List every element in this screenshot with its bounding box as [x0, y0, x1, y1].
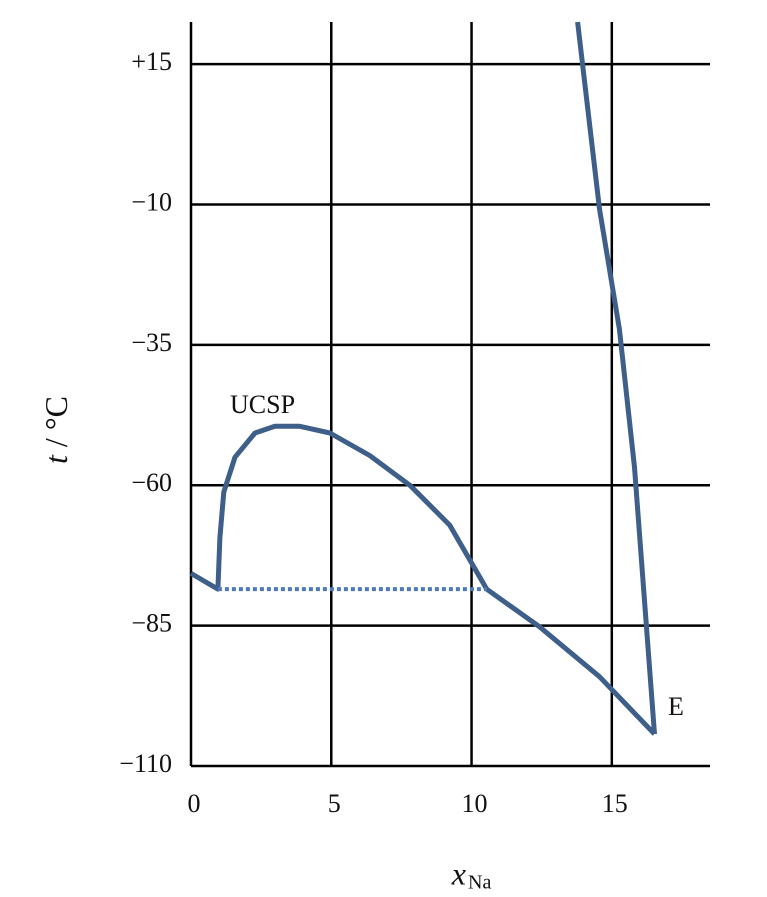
plot-area: UCSP E: [189, 21, 684, 736]
y-tick-label: +15: [131, 47, 172, 76]
x-tick-label: 10: [462, 789, 488, 818]
annotation: UCSP: [230, 390, 295, 419]
series-line: [575, 21, 657, 735]
y-axis-label: t / °C: [38, 396, 74, 464]
x-tick-label: 5: [328, 789, 341, 818]
annotation: E: [668, 692, 684, 721]
y-tick-label: −35: [131, 328, 172, 357]
y-axis-label-unit: / °C: [38, 396, 74, 455]
x-tick-label: 15: [602, 789, 628, 818]
y-tick-label: −60: [131, 468, 172, 497]
x-axis-label-sub: Na: [468, 872, 491, 894]
y-tick-label: −10: [131, 187, 172, 216]
y-axis-label-var: t: [38, 454, 74, 464]
y-tick-label: −85: [131, 609, 172, 638]
x-tick-label: 0: [188, 789, 201, 818]
series-line: [189, 423, 657, 736]
x-axis-label: x: [451, 855, 466, 891]
y-tick-label: −110: [119, 749, 172, 778]
grid: +15 −10 −35 −60 −85 −110 0 5 10 15: [119, 22, 710, 818]
